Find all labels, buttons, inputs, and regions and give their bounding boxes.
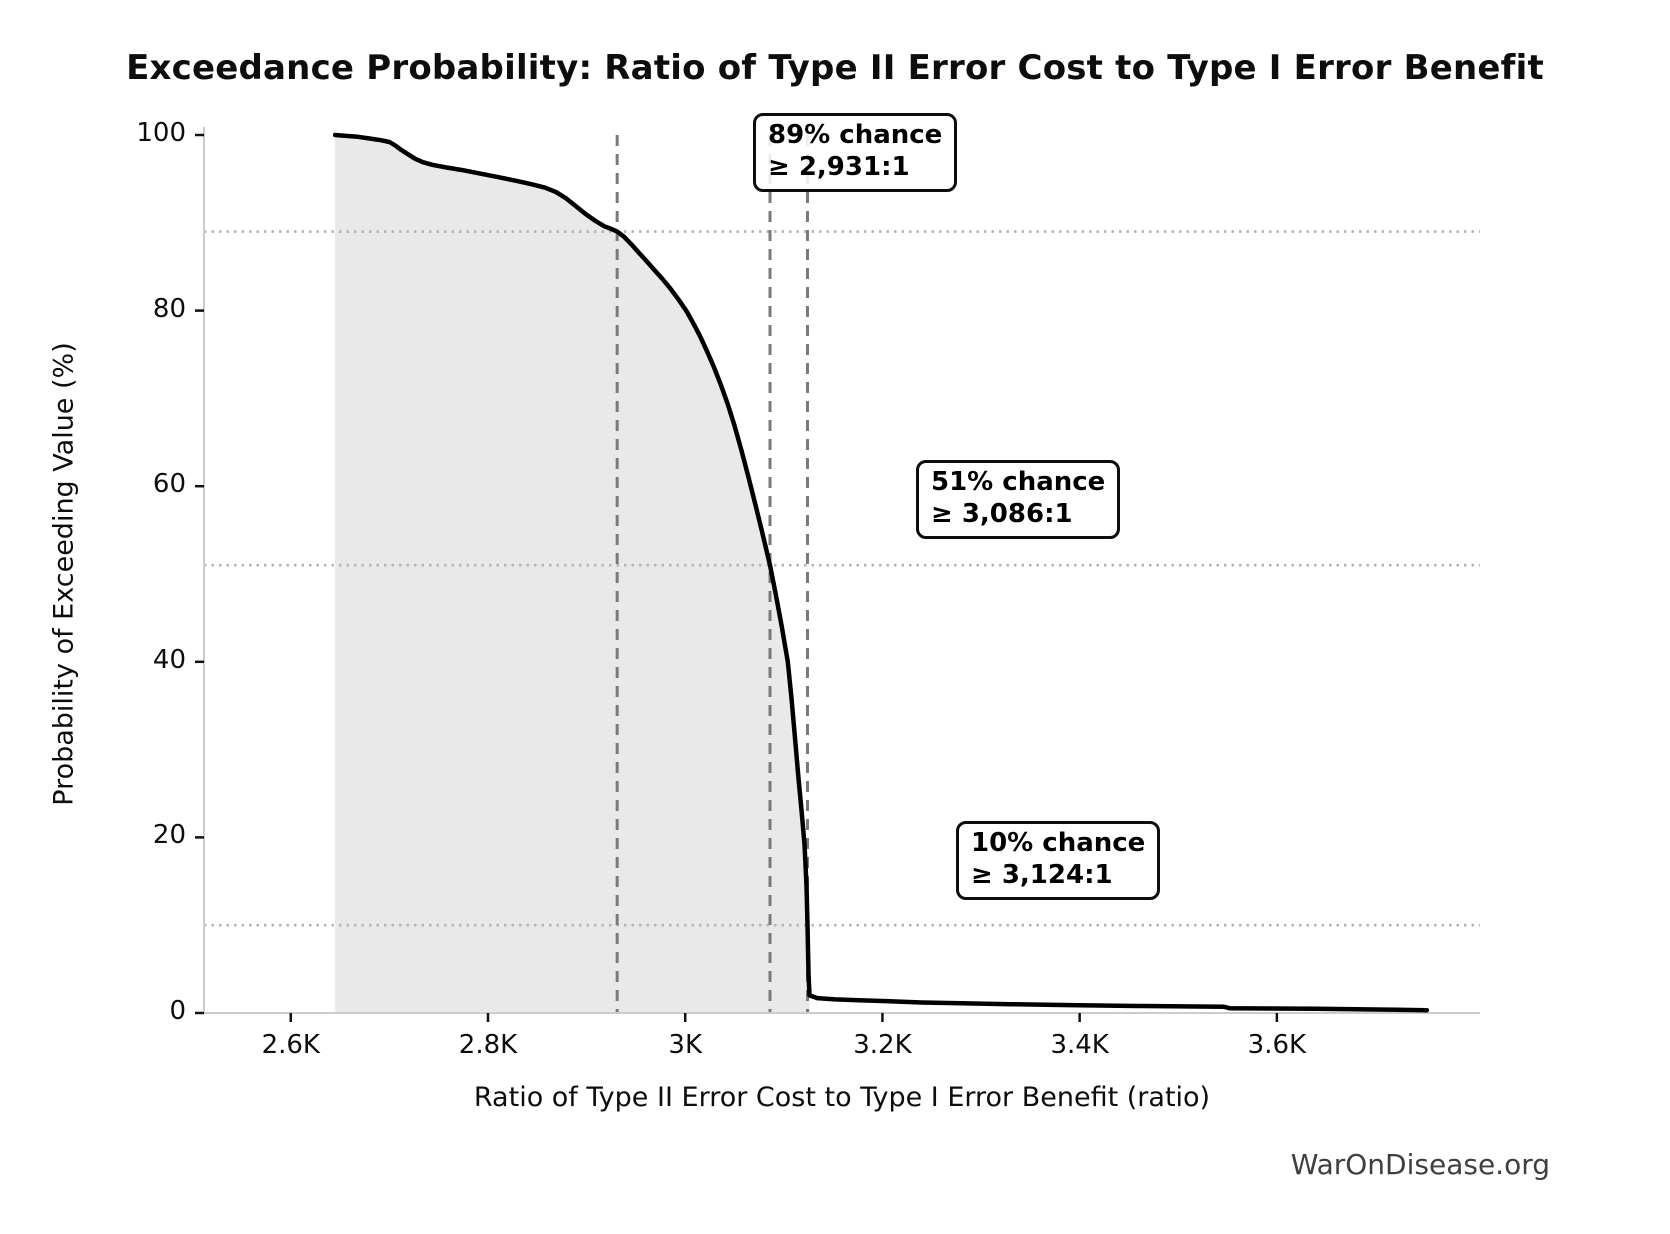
annotation-10-line2: ≥ 3,124:1 <box>971 860 1113 890</box>
x-axis-label: Ratio of Type II Error Cost to Type I Er… <box>473 1082 1211 1113</box>
annotation-51-line2: ≥ 3,086:1 <box>931 499 1073 529</box>
y-tick-label-60: 60 <box>152 469 186 500</box>
annotation-10-line1: 10% chance <box>971 828 1146 858</box>
x-tick-label-2.8K: 2.8K <box>458 1030 518 1060</box>
annotation-10-percent: 10% chance ≥ 3,124:1 <box>956 821 1161 900</box>
x-tick-label-3K: 3K <box>668 1030 702 1060</box>
y-axis-label: Probability of Exceeding Value (%) <box>48 342 80 806</box>
y-tick-label-0: 0 <box>169 996 186 1026</box>
chart-title: Exceedance Probability: Ratio of Type II… <box>126 48 1544 88</box>
x-tick-label-3.2K: 3.2K <box>853 1030 912 1060</box>
x-tick-label-3.4K: 3.4K <box>1050 1030 1109 1060</box>
y-tick-label-80: 80 <box>152 293 186 324</box>
exceedance-curve <box>332 132 1430 1013</box>
annotation-51-percent: 51% chance ≥ 3,086:1 <box>916 460 1121 539</box>
shaded-area-under-curve <box>335 135 810 1013</box>
annotation-89-percent: 89% chance ≥ 2,931:1 <box>753 113 958 192</box>
y-tick-label-100: 100 <box>136 118 186 148</box>
y-tick-label-20: 20 <box>152 820 186 851</box>
x-tick-label-2.6K: 2.6K <box>261 1030 320 1060</box>
annotation-89-line2: ≥ 2,931:1 <box>768 152 910 182</box>
y-tick-label-40: 40 <box>152 644 186 675</box>
watermark-warondisease: WarOnDisease.org <box>1290 1148 1550 1181</box>
x-tick-label-3.6K: 3.6K <box>1247 1030 1307 1060</box>
annotation-89-line1: 89% chance <box>768 120 943 150</box>
annotation-51-line1: 51% chance <box>931 467 1106 497</box>
